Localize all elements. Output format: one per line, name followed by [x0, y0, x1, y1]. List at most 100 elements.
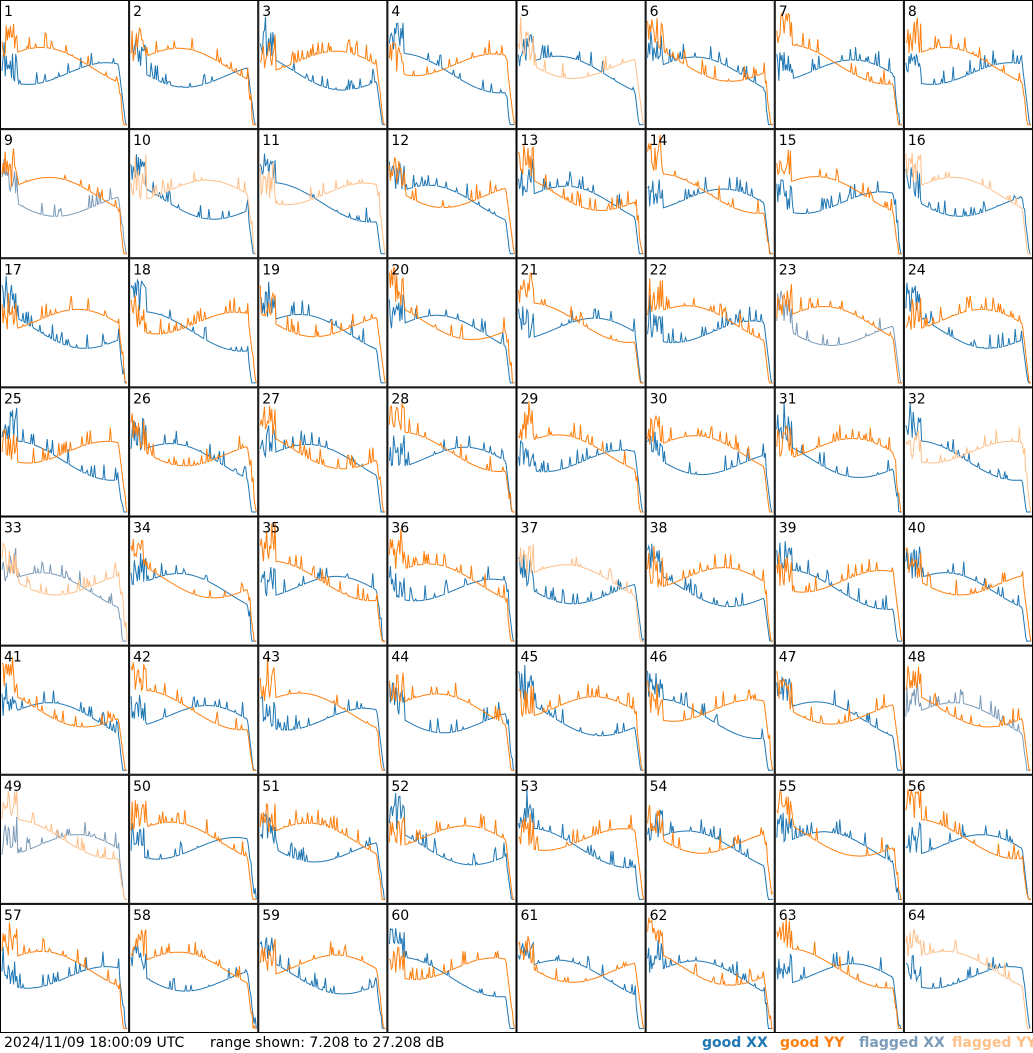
panel-frame — [903, 387, 1033, 517]
panel-label: 43 — [262, 650, 280, 666]
series-yy-good — [1, 23, 128, 126]
panel-label: 37 — [521, 521, 539, 537]
panel-frame — [387, 0, 517, 130]
panel-label: 2 — [133, 4, 142, 20]
series-yy-good — [776, 790, 902, 900]
series-yy-good — [1, 922, 128, 1029]
series-xx-good — [259, 16, 386, 126]
panel-frame — [0, 645, 130, 775]
panel-9: 9 — [0, 129, 130, 259]
panel-frame — [258, 903, 388, 1033]
panel-23: 23 — [774, 258, 904, 388]
panel-48: 48 — [903, 645, 1033, 775]
panel-4: 4 — [387, 0, 517, 130]
panel-37: 37 — [516, 516, 646, 646]
series-yy-good — [776, 12, 902, 126]
panel-49: 49 — [0, 774, 130, 904]
panel-frame — [129, 516, 259, 646]
series-xx-good — [518, 158, 644, 255]
footer-timestamp: 2024/11/09 18:00:09 UTC — [4, 1035, 185, 1051]
series-xx-good — [905, 821, 1031, 900]
series-xx-good — [1, 42, 128, 126]
series-xx-good — [647, 670, 773, 771]
panel-27: 27 — [258, 387, 388, 517]
panel-frame — [258, 774, 388, 904]
panel-label: 16 — [908, 133, 926, 149]
panel-36: 36 — [387, 516, 517, 646]
series-yy-good — [388, 40, 515, 125]
series-xx-good — [131, 36, 257, 126]
panel-label: 50 — [133, 779, 151, 795]
panel-label: 8 — [908, 4, 917, 20]
panel-61: 61 — [516, 903, 646, 1033]
panel-frame — [258, 387, 388, 517]
panel-frame — [0, 0, 130, 130]
panel-frame — [0, 903, 130, 1033]
panel-label: 9 — [4, 133, 13, 149]
panel-45: 45 — [516, 645, 646, 775]
panel-label: 51 — [262, 779, 280, 795]
series-xx-good — [130, 417, 257, 513]
panel-frame — [258, 645, 388, 775]
series-xx-good — [776, 179, 902, 255]
series-yy-good — [905, 789, 1031, 900]
series-yy-good — [259, 285, 386, 383]
series-yy-good — [905, 295, 1031, 384]
panel-47: 47 — [774, 645, 904, 775]
panel-frame — [0, 258, 130, 388]
series-yy-good — [259, 522, 386, 642]
series-xx-good — [647, 810, 773, 900]
panel-label: 28 — [391, 391, 409, 407]
series-xx-good — [518, 941, 644, 1029]
series-xx-flagged — [1, 548, 128, 642]
series-yy-good — [130, 27, 257, 126]
panel-34: 34 — [129, 516, 259, 646]
panel-32: 32 — [903, 387, 1033, 517]
panel-24: 24 — [903, 258, 1033, 388]
panel-label: 56 — [908, 779, 926, 795]
series-xx-good — [647, 176, 773, 255]
panel-label: 21 — [521, 262, 539, 278]
series-xx-good — [388, 566, 515, 642]
panel-25: 25 — [0, 387, 130, 517]
panel-7: 7 — [774, 0, 904, 130]
footer-range: range shown: 7.208 to 27.208 dB — [210, 1035, 445, 1051]
series-xx-flagged — [905, 681, 1031, 771]
panel-35: 35 — [258, 516, 388, 646]
series-xx-good — [388, 294, 515, 384]
panel-frame — [645, 903, 775, 1033]
panel-62: 62 — [645, 903, 775, 1033]
panel-10: 10 — [129, 129, 259, 259]
series-xx-good — [647, 31, 773, 126]
series-yy-good — [518, 272, 644, 384]
panel-label: 25 — [4, 391, 22, 407]
panel-53: 53 — [516, 774, 646, 904]
series-yy-flagged — [130, 154, 257, 255]
panel-frame — [516, 258, 646, 388]
panel-frame — [903, 645, 1033, 775]
panel-frame — [387, 774, 517, 904]
panel-label: 15 — [779, 133, 797, 149]
series-xx-good — [259, 153, 386, 255]
panel-label: 42 — [133, 650, 151, 666]
series-yy-good — [130, 662, 257, 771]
panel-label: 27 — [262, 391, 280, 407]
panel-frame — [516, 516, 646, 646]
panel-frame — [903, 0, 1033, 130]
series-xx-good — [130, 695, 257, 771]
series-yy-good — [259, 938, 386, 1029]
panel-57: 57 — [0, 903, 130, 1033]
panel-frame — [129, 0, 259, 130]
panel-label: 58 — [133, 908, 151, 924]
panel-frame — [0, 516, 130, 646]
panel-21: 21 — [516, 258, 646, 388]
series-xx-good — [388, 435, 515, 513]
panel-frame — [258, 258, 388, 388]
series-xx-good — [388, 927, 515, 1029]
series-yy-good — [130, 800, 257, 900]
series-yy-good — [130, 929, 257, 1029]
panel-label: 53 — [521, 779, 539, 795]
series-xx-good — [518, 439, 644, 513]
panel-33: 33 — [0, 516, 130, 646]
panel-15: 15 — [774, 129, 904, 259]
